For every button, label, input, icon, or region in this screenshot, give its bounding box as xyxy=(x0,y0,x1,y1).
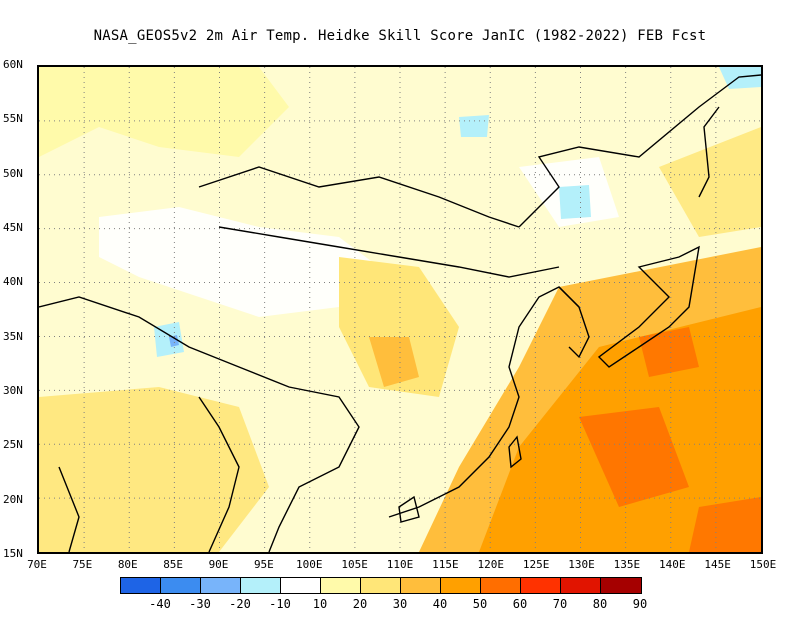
latitude-tick-label: 55N xyxy=(3,112,23,126)
chart-title: NASA_GEOS5v2 2m Air Temp. Heidke Skill S… xyxy=(93,28,707,44)
skill-field xyxy=(39,67,761,552)
field-negative-1 xyxy=(154,322,184,357)
latitude-tick-label: 60N xyxy=(3,58,23,71)
coast-korea xyxy=(558,286,590,359)
colorbar-label: 70 xyxy=(552,597,568,611)
longitude-tick-label: 70E xyxy=(27,558,47,571)
latitude-tick-label: 20N xyxy=(3,492,23,506)
longitude-tick-label: 85E xyxy=(163,558,184,571)
longitude-tick-label: 80E xyxy=(117,558,138,571)
colorbar-label: 10 xyxy=(312,597,328,611)
coast-japan xyxy=(597,245,700,368)
coast-sakhalin xyxy=(698,106,720,198)
colorbar-swatch xyxy=(561,578,601,593)
field-negative-2 xyxy=(559,185,591,219)
colorbar-label: -10 xyxy=(269,597,291,611)
field-negative-5 xyxy=(169,335,179,347)
longitude-tick-label: 110E xyxy=(386,558,414,571)
longitude-tick-label: 125E xyxy=(522,558,550,571)
latitude-tick-label: 30N xyxy=(3,384,23,397)
coast-china-east xyxy=(388,286,580,518)
longitude-tick-label: 105E xyxy=(341,558,368,571)
colorbar-label: 40 xyxy=(432,597,448,611)
colorbar-swatch xyxy=(521,578,561,593)
colorbar-swatch xyxy=(441,578,481,593)
colorbar-swatch xyxy=(161,578,201,593)
longitude-tick-label: 115E xyxy=(432,558,459,571)
field-pacific-60b xyxy=(689,497,761,552)
colorbar-label: 60 xyxy=(512,597,528,611)
coast-india-west xyxy=(58,466,80,552)
colorbar-swatch xyxy=(201,578,241,593)
border-mongolia-north xyxy=(198,166,520,228)
field-kamchatka-30 xyxy=(659,127,761,237)
colorbar-swatch xyxy=(401,578,441,593)
skill-score-map xyxy=(39,67,761,552)
latitude-tick-label: 45N xyxy=(3,221,23,234)
coast-north xyxy=(518,74,761,228)
longitude-tick-label: 90E xyxy=(208,558,229,571)
latitude-tick-label: 40N xyxy=(3,275,23,289)
field-negative-4 xyxy=(459,115,489,137)
field-india-30 xyxy=(39,387,269,552)
colorbar-label: -40 xyxy=(149,597,171,611)
longitude-tick-label: 120E xyxy=(477,558,505,571)
map-panel xyxy=(37,65,763,554)
longitude-tick-label: 95E xyxy=(253,558,274,571)
longitude-tick-label: 75E xyxy=(72,558,93,571)
colorbar-label: -20 xyxy=(229,597,251,611)
coast-hainan xyxy=(398,495,420,523)
longitude-tick-label: 130E xyxy=(568,558,595,571)
field-sichuan-40 xyxy=(369,337,419,387)
field-tibet-white xyxy=(99,207,379,317)
latitude-tick-label: 50N xyxy=(3,166,23,180)
field-central-china-30 xyxy=(339,257,459,397)
field-japan-60 xyxy=(639,327,699,377)
colorbar-label: 90 xyxy=(632,597,648,611)
colorbar-label: 80 xyxy=(592,597,608,611)
coast-taiwan xyxy=(508,435,522,469)
longitude-tick-label: 135E xyxy=(613,558,641,571)
colorbar-swatch xyxy=(361,578,401,593)
latitude-tick-label: 15N xyxy=(3,547,23,560)
latitude-tick-label: 25N xyxy=(3,438,23,452)
coast-bay-bengal xyxy=(198,396,240,552)
colorbar-swatch xyxy=(481,578,521,593)
colorbar-swatch xyxy=(281,578,321,593)
longitude-tick-label: 145E xyxy=(704,558,731,571)
field-pacific-60a xyxy=(579,407,689,507)
colorbar xyxy=(120,577,642,594)
border-himalaya xyxy=(39,296,360,552)
field-nw-yellow xyxy=(39,67,289,157)
colorbar-swatch xyxy=(321,578,361,593)
colorbar-label: -30 xyxy=(189,597,211,611)
longitude-tick-label: 150E xyxy=(749,558,777,571)
latitude-tick-label: 35N xyxy=(3,329,23,343)
colorbar-label: 20 xyxy=(352,597,368,611)
colorbar-swatch xyxy=(241,578,281,593)
colorbar-label: 50 xyxy=(472,597,488,611)
coastlines xyxy=(39,74,761,552)
colorbar-swatch xyxy=(601,578,641,593)
colorbar-label: 30 xyxy=(392,597,408,611)
longitude-tick-label: 140E xyxy=(659,558,686,571)
colorbar-swatch xyxy=(121,578,161,593)
border-mongolia-south xyxy=(218,226,560,278)
longitude-tick-label: 100E xyxy=(296,558,323,571)
